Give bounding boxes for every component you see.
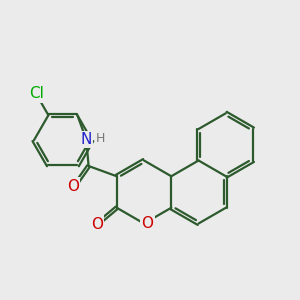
Text: O: O [91,217,103,232]
Text: O: O [67,179,79,194]
Text: Cl: Cl [29,86,44,101]
Text: H: H [95,132,105,145]
Text: N: N [81,132,92,147]
Text: O: O [142,216,154,231]
